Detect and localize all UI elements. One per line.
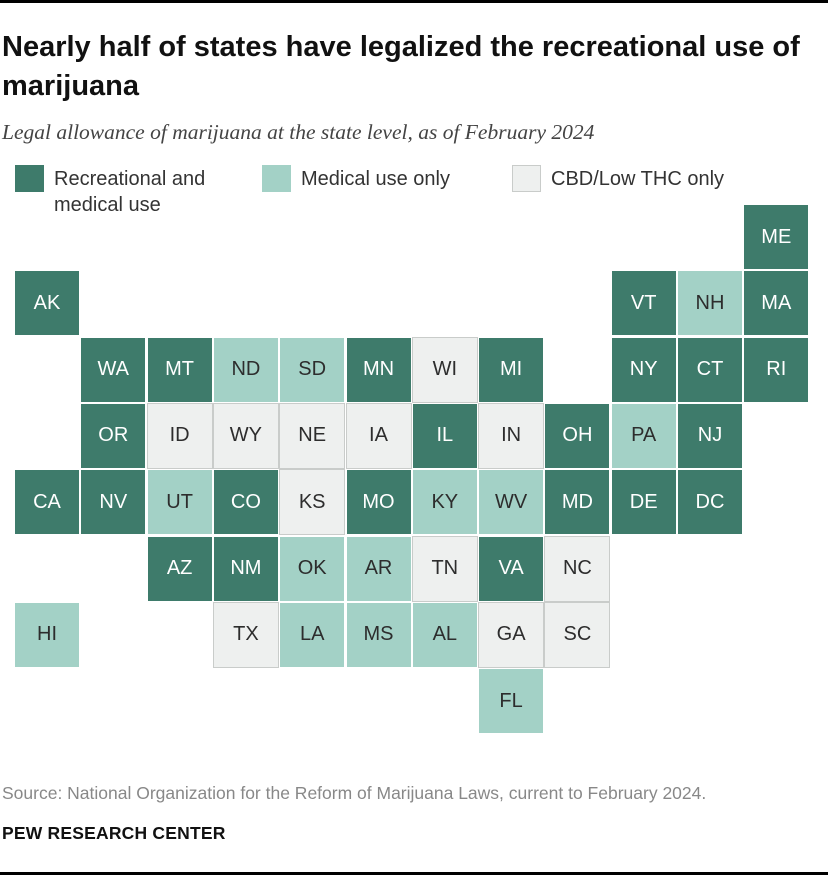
- state-tile-co: CO: [212, 469, 279, 536]
- state-tile-md: MD: [544, 469, 611, 536]
- legend-item-recreational: Recreational and medical use: [15, 165, 255, 225]
- state-tile-ms: MS: [345, 601, 412, 668]
- state-tile-nd: ND: [212, 336, 279, 403]
- state-tile-dc: DC: [677, 469, 743, 536]
- state-tile-ia: IA: [345, 402, 412, 469]
- state-tile-ct: CT: [677, 336, 743, 403]
- legend-label-recreational: Recreational and medical use: [54, 168, 206, 216]
- state-tile-hi: HI: [14, 601, 80, 668]
- state-tile-ar: AR: [345, 535, 412, 602]
- legend-swatch-recreational: [15, 165, 44, 192]
- bottom-rule: [0, 872, 828, 875]
- state-tile-tn: TN: [411, 535, 478, 602]
- legend-item-cbd: CBD/Low THC only: [512, 165, 752, 225]
- state-tile-pa: PA: [610, 402, 677, 469]
- state-tile-vt: VT: [610, 270, 677, 337]
- state-tile-ok: OK: [279, 535, 346, 602]
- state-tile-al: AL: [411, 601, 478, 668]
- state-tile-mn: MN: [345, 336, 412, 403]
- state-tile-mo: MO: [345, 469, 412, 536]
- state-tile-ny: NY: [610, 336, 677, 403]
- state-tile-mt: MT: [146, 336, 213, 403]
- state-tile-id: ID: [146, 402, 213, 469]
- state-tile-ky: KY: [411, 469, 478, 536]
- state-tile-mi: MI: [478, 336, 545, 403]
- state-tile-ri: RI: [743, 336, 810, 403]
- legend-label-medical: Medical use only: [301, 168, 450, 190]
- state-tile-ga: GA: [478, 601, 545, 668]
- top-rule: [0, 0, 828, 3]
- state-tile-ak: AK: [14, 270, 80, 337]
- legend-swatch-medical: [262, 165, 291, 192]
- state-tile-il: IL: [411, 402, 478, 469]
- state-tile-wa: WA: [80, 336, 147, 403]
- state-tile-ut: UT: [146, 469, 213, 536]
- state-tile-de: DE: [610, 469, 677, 536]
- state-tile-ma: MA: [743, 270, 810, 337]
- state-tile-in: IN: [478, 402, 545, 469]
- state-tile-sd: SD: [279, 336, 346, 403]
- state-tile-or: OR: [80, 402, 147, 469]
- state-tile-ne: NE: [279, 402, 346, 469]
- state-tile-wy: WY: [212, 402, 279, 469]
- source-note: Source: National Organization for the Re…: [2, 783, 707, 803]
- state-tile-az: AZ: [146, 535, 213, 602]
- state-tile-wi: WI: [411, 336, 478, 403]
- state-tile-ks: KS: [279, 469, 346, 536]
- legend-label-cbd: CBD/Low THC only: [551, 168, 725, 190]
- state-tile-wv: WV: [478, 469, 545, 536]
- state-tile-nm: NM: [212, 535, 279, 602]
- state-tile-nh: NH: [677, 270, 743, 337]
- chart-subtitle: Legal allowance of marijuana at the stat…: [2, 120, 595, 144]
- legend-swatch-cbd: [512, 165, 541, 192]
- state-tile-la: LA: [279, 601, 346, 668]
- legend-item-medical: Medical use only: [262, 165, 502, 225]
- state-tile-sc: SC: [544, 601, 611, 668]
- state-tile-me: ME: [743, 204, 810, 270]
- state-tile-nc: NC: [544, 535, 611, 602]
- state-tile-fl: FL: [478, 668, 545, 735]
- chart-title: Nearly half of states have legalized the…: [2, 31, 800, 102]
- state-tile-tx: TX: [212, 601, 279, 668]
- credit-line: PEW RESEARCH CENTER: [2, 823, 226, 843]
- state-tile-nj: NJ: [677, 402, 743, 469]
- state-tile-nv: NV: [80, 469, 147, 536]
- state-tile-ca: CA: [14, 469, 80, 536]
- state-tile-oh: OH: [544, 402, 611, 469]
- state-tile-va: VA: [478, 535, 545, 602]
